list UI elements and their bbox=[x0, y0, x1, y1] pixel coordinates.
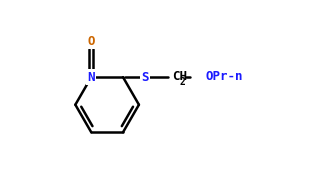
Text: OPr-n: OPr-n bbox=[205, 70, 243, 83]
Text: CH: CH bbox=[173, 70, 188, 83]
Text: 2: 2 bbox=[180, 77, 185, 88]
Text: O: O bbox=[87, 35, 95, 48]
Text: S: S bbox=[141, 71, 148, 84]
Text: N: N bbox=[87, 71, 95, 84]
